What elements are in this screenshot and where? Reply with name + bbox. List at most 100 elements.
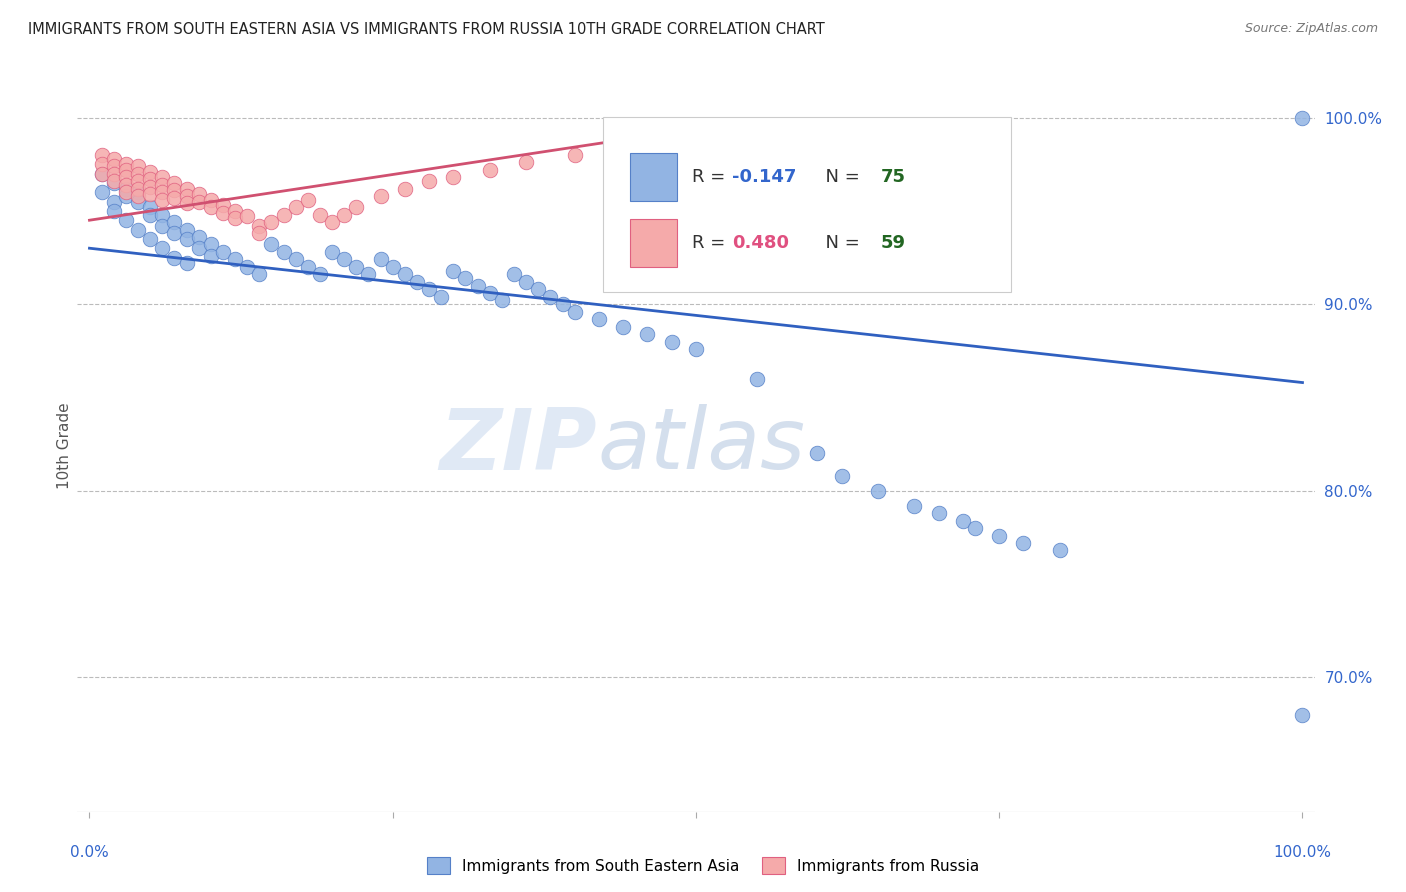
Point bbox=[515, 275, 537, 289]
Point bbox=[273, 208, 295, 222]
Point bbox=[478, 285, 501, 300]
Point bbox=[150, 170, 173, 185]
Point bbox=[163, 251, 186, 265]
Point bbox=[139, 208, 162, 222]
Point bbox=[260, 237, 283, 252]
Point bbox=[224, 203, 246, 218]
Point bbox=[163, 176, 186, 190]
Point bbox=[370, 252, 392, 267]
Point bbox=[247, 268, 270, 282]
Point bbox=[150, 186, 173, 200]
Point bbox=[394, 268, 416, 282]
Point bbox=[115, 162, 138, 177]
Point bbox=[357, 268, 380, 282]
Point bbox=[103, 152, 125, 166]
Point bbox=[103, 174, 125, 188]
Point bbox=[406, 275, 429, 289]
Point bbox=[441, 170, 464, 185]
Point bbox=[831, 468, 853, 483]
Point bbox=[127, 222, 149, 236]
Point bbox=[163, 227, 186, 241]
Text: ZIP: ZIP bbox=[439, 404, 598, 488]
Point bbox=[236, 210, 259, 224]
Point bbox=[127, 174, 149, 188]
Point bbox=[928, 506, 950, 520]
Point bbox=[115, 157, 138, 171]
Point bbox=[103, 176, 125, 190]
Point bbox=[103, 167, 125, 181]
Text: 0.0%: 0.0% bbox=[70, 846, 108, 860]
Point bbox=[115, 213, 138, 227]
Point bbox=[212, 206, 235, 220]
Point bbox=[260, 215, 283, 229]
Point bbox=[139, 164, 162, 178]
Point bbox=[454, 271, 477, 285]
Point bbox=[103, 194, 125, 209]
Point bbox=[139, 232, 162, 246]
Point bbox=[344, 200, 367, 214]
Legend: Immigrants from South Eastern Asia, Immigrants from Russia: Immigrants from South Eastern Asia, Immi… bbox=[420, 851, 986, 880]
Point bbox=[176, 256, 198, 270]
Point bbox=[564, 304, 586, 318]
Point bbox=[297, 260, 319, 274]
Text: IMMIGRANTS FROM SOUTH EASTERN ASIA VS IMMIGRANTS FROM RUSSIA 10TH GRADE CORRELAT: IMMIGRANTS FROM SOUTH EASTERN ASIA VS IM… bbox=[28, 22, 825, 37]
Point bbox=[527, 282, 550, 296]
Point bbox=[1291, 111, 1313, 125]
Point bbox=[150, 241, 173, 255]
Point bbox=[321, 244, 343, 259]
Text: 75: 75 bbox=[880, 168, 905, 186]
Point bbox=[224, 211, 246, 226]
Point bbox=[212, 244, 235, 259]
Point bbox=[176, 196, 198, 211]
Point bbox=[1012, 536, 1035, 550]
Point bbox=[903, 499, 925, 513]
Point bbox=[127, 159, 149, 173]
Point bbox=[333, 208, 356, 222]
Point bbox=[90, 167, 112, 181]
Point bbox=[538, 290, 561, 304]
Point bbox=[284, 200, 307, 214]
Point bbox=[333, 252, 356, 267]
Point bbox=[564, 148, 586, 162]
Point bbox=[187, 187, 209, 202]
Point bbox=[200, 249, 222, 263]
Text: R =: R = bbox=[692, 168, 731, 186]
Point bbox=[370, 189, 392, 203]
Text: -0.147: -0.147 bbox=[733, 168, 796, 186]
Point bbox=[127, 181, 149, 195]
Point bbox=[273, 244, 295, 259]
Point bbox=[115, 181, 138, 195]
Point bbox=[163, 215, 186, 229]
Point bbox=[127, 194, 149, 209]
Point bbox=[200, 200, 222, 214]
Point bbox=[661, 133, 683, 147]
Point bbox=[745, 372, 768, 386]
Point bbox=[588, 312, 610, 326]
FancyBboxPatch shape bbox=[630, 153, 678, 201]
Point bbox=[344, 260, 367, 274]
Point bbox=[806, 446, 828, 460]
Point bbox=[988, 528, 1011, 542]
Point bbox=[661, 334, 683, 349]
Point bbox=[963, 521, 986, 535]
Point bbox=[115, 170, 138, 185]
Point bbox=[176, 232, 198, 246]
Point bbox=[1291, 707, 1313, 722]
Point bbox=[176, 189, 198, 203]
Point bbox=[418, 174, 440, 188]
Point bbox=[200, 237, 222, 252]
Point bbox=[90, 148, 112, 162]
Point bbox=[150, 193, 173, 207]
Point bbox=[381, 260, 404, 274]
Text: N =: N = bbox=[814, 234, 865, 252]
Point bbox=[115, 189, 138, 203]
Point bbox=[163, 183, 186, 197]
Point bbox=[163, 191, 186, 205]
Point bbox=[247, 227, 270, 241]
Point bbox=[1049, 543, 1071, 558]
Point bbox=[551, 297, 574, 311]
Text: R =: R = bbox=[692, 234, 731, 252]
Point bbox=[90, 157, 112, 171]
Point bbox=[150, 219, 173, 233]
Text: 100.0%: 100.0% bbox=[1274, 846, 1331, 860]
